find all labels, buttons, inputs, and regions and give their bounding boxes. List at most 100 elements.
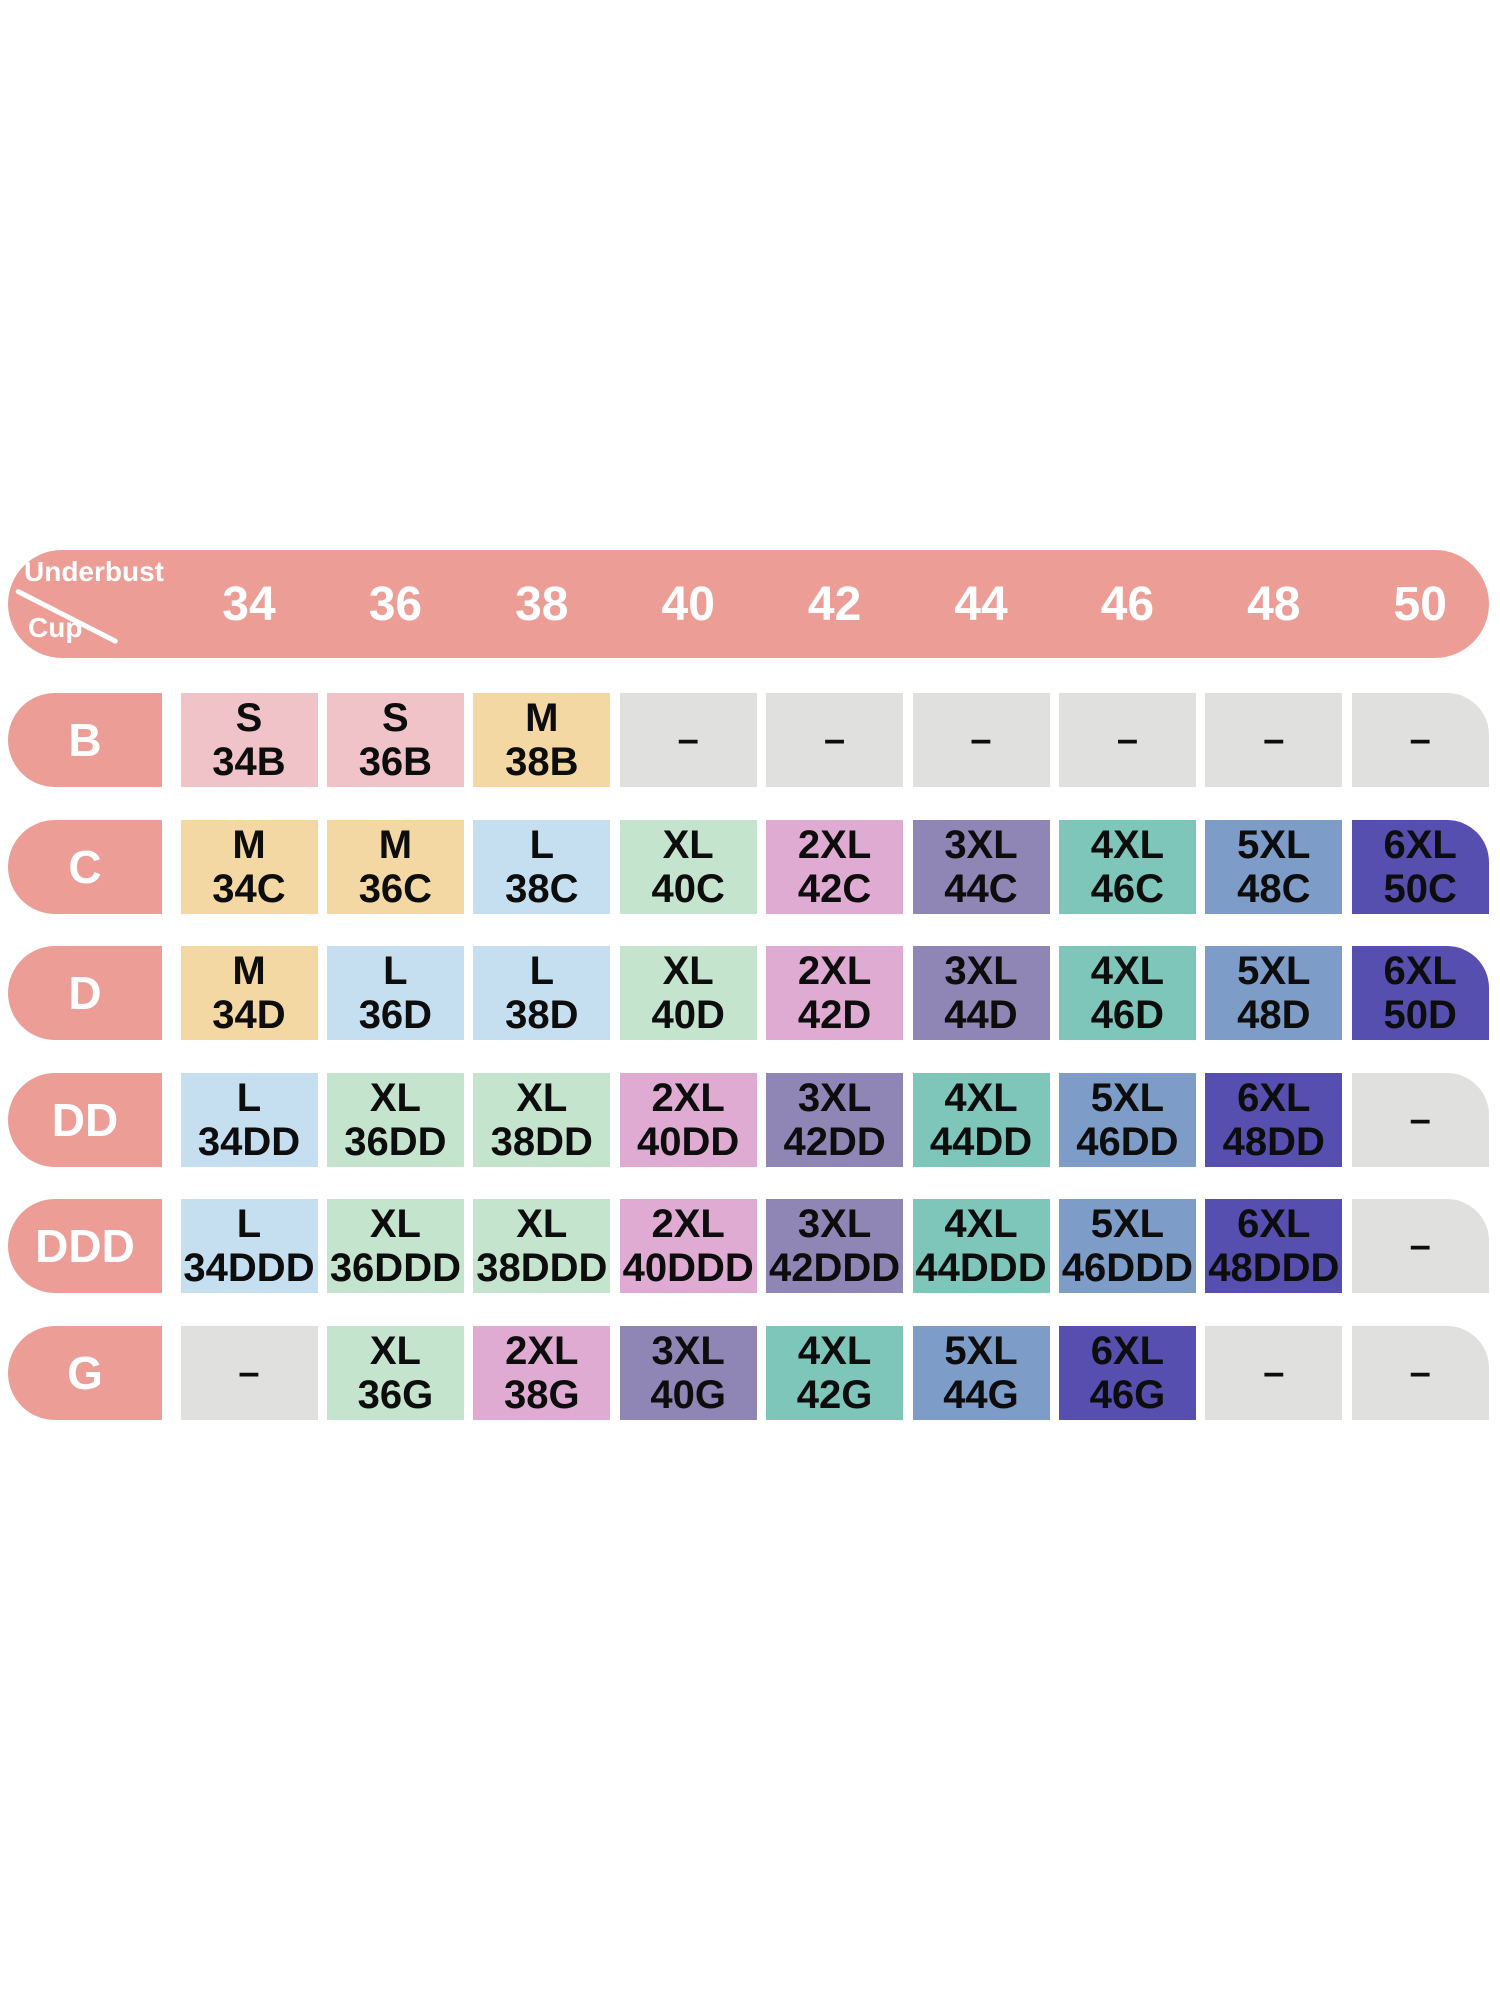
cell-46DDD: 5XL 46DDD [1058, 1199, 1196, 1293]
cell-42DD: 3XL 42DD [766, 1072, 904, 1167]
cell-empty-DDD-50: – [1351, 1199, 1489, 1293]
cell-34DD: L 34DD [180, 1072, 318, 1167]
cell-code-label: 46D [1090, 993, 1165, 1037]
cell-size-label: M [232, 949, 266, 993]
cell-size-label: 2XL [651, 1075, 725, 1120]
dash-label: – [1116, 719, 1138, 761]
cell-code-label: 36G [357, 1372, 434, 1417]
cell-size-label: 4XL [1090, 822, 1165, 867]
header-col-48: 48 [1247, 578, 1301, 631]
cell-50D: 6XL 50D [1351, 946, 1489, 1040]
row-G: G – XL 36G 2XL 38G 3XL 40G 4XL 42G 5XL 44G 6XL 46G – – [8, 1325, 1489, 1420]
cell-38B: M 38B [473, 693, 611, 787]
cell-40D: XL 40D [619, 946, 757, 1040]
cell-44G: 5XL 44G [912, 1325, 1050, 1420]
cell-42G: 4XL 42G [766, 1325, 904, 1420]
cell-34D: M 34D [180, 946, 318, 1040]
corner-label-underbust: Underbust [24, 556, 164, 587]
cell-code-label: 42G [796, 1372, 873, 1417]
size-chart: Underbust Cup 34 36 38 40 42 44 46 48 50 B S 34B S 3… [8, 550, 1489, 1430]
cell-code-label: 46DDD [1061, 1246, 1193, 1290]
cell-code-label: 50D [1383, 993, 1457, 1037]
cell-44D: 3XL 44D [912, 946, 1050, 1040]
cell-empty-B-48: – [1205, 693, 1343, 787]
dash-label: – [824, 719, 846, 761]
cell-size-label: 4XL [797, 1328, 872, 1373]
cell-code-label: 42D [797, 993, 872, 1037]
cell-code-label: 36DDD [329, 1246, 461, 1290]
header-col-42: 42 [807, 578, 862, 631]
cell-size-label: M [232, 822, 266, 867]
cell-code-label: 36DD [344, 1119, 447, 1164]
cell-empty-B-46: – [1058, 693, 1196, 787]
row-B: B S 34B S 36B M 38B – – – – – – [8, 693, 1489, 787]
cell-code-label: 38B [505, 740, 579, 784]
cell-code-label: 42C [797, 866, 872, 911]
cell-40C: XL 40C [619, 819, 757, 914]
cell-code-label: 46G [1089, 1372, 1166, 1417]
cell-code-label: 44DD [929, 1119, 1033, 1164]
cell-42DDD: 3XL 42DDD [766, 1199, 904, 1293]
cell-size-label: 4XL [1090, 949, 1165, 993]
cell-38G: 2XL 38G [473, 1325, 611, 1420]
cell-size-label: 3XL [797, 1202, 872, 1246]
cell-code-label: 34DDD [183, 1246, 315, 1290]
cell-48DD: 6XL 48DD [1205, 1072, 1343, 1167]
cell-size-label: M [525, 696, 559, 740]
cell-code-label: 50C [1383, 866, 1457, 911]
cell-48DDD: 6XL 48DDD [1205, 1199, 1343, 1293]
cell-code-label: 34D [212, 993, 286, 1037]
cell-code-label: 46C [1090, 866, 1165, 911]
header-col-34: 34 [222, 578, 276, 631]
cell-size-label: 6XL [1237, 1202, 1311, 1246]
cell-42C: 2XL 42C [766, 819, 904, 914]
cup-label-D: D [8, 946, 162, 1040]
cup-label-B: B [8, 693, 162, 787]
row-C: C M 34C M 36C L 38C XL 40C 2XL 42C 3XL 44C 4XL 46C 5XL 4… [8, 819, 1489, 914]
cell-size-label: 3XL [797, 1075, 872, 1120]
cell-size-label: S [382, 696, 409, 740]
cell-46G: 6XL 46G [1058, 1325, 1196, 1420]
cell-code-label: 44G [943, 1372, 1019, 1417]
cell-code-label: 42DDD [769, 1246, 901, 1290]
dash-label: – [238, 1351, 260, 1394]
cell-code-label: 38DDD [476, 1246, 608, 1290]
cell-size-label: 5XL [1090, 1075, 1165, 1120]
cell-empty-DD-50: – [1351, 1072, 1489, 1167]
cell-size-label: L [529, 949, 555, 993]
cell-size-label: M [378, 822, 413, 867]
cell-size-label: 6XL [1383, 949, 1457, 993]
cell-code-label: 40D [651, 993, 725, 1037]
header-col-36: 36 [368, 578, 423, 631]
cell-36D: L 36D [326, 946, 464, 1040]
cell-size-label: L [383, 949, 408, 993]
header-col-40: 40 [661, 578, 715, 631]
dash-label: – [1409, 1351, 1431, 1394]
dash-label: – [1409, 719, 1431, 761]
dash-label: – [970, 719, 992, 761]
cell-code-label: 36C [358, 866, 433, 911]
cell-48C: 5XL 48C [1205, 819, 1343, 914]
cell-size-label: 6XL [1237, 1075, 1311, 1120]
cell-34C: M 34C [180, 819, 318, 914]
cup-label-C: C [8, 819, 162, 914]
cell-size-label: XL [369, 1328, 421, 1373]
cell-empty-G-34: – [180, 1325, 318, 1420]
cup-label-G: G [8, 1325, 162, 1420]
cell-code-label: 40G [650, 1372, 726, 1417]
cell-empty-B-50: – [1351, 693, 1489, 787]
cell-38DD: XL 38DD [473, 1072, 611, 1167]
cell-size-label: 4XL [944, 1075, 1018, 1120]
cell-code-label: 44DDD [915, 1246, 1047, 1290]
cell-size-label: 2XL [651, 1202, 725, 1246]
cell-code-label: 34C [212, 866, 286, 911]
cell-size-label: S [235, 696, 263, 740]
row-DD: DD L 34DD XL 36DD XL 38DD 2XL 40DD 3XL 42DD 4XL 44DD… [8, 1072, 1489, 1167]
cell-size-label: L [236, 1075, 262, 1120]
cell-size-label: XL [662, 949, 714, 993]
cell-34DDD: L 34DDD [180, 1199, 318, 1293]
cell-code-label: 34B [212, 740, 286, 784]
cell-46D: 4XL 46D [1058, 946, 1196, 1040]
cell-38DDD: XL 38DDD [473, 1199, 611, 1293]
